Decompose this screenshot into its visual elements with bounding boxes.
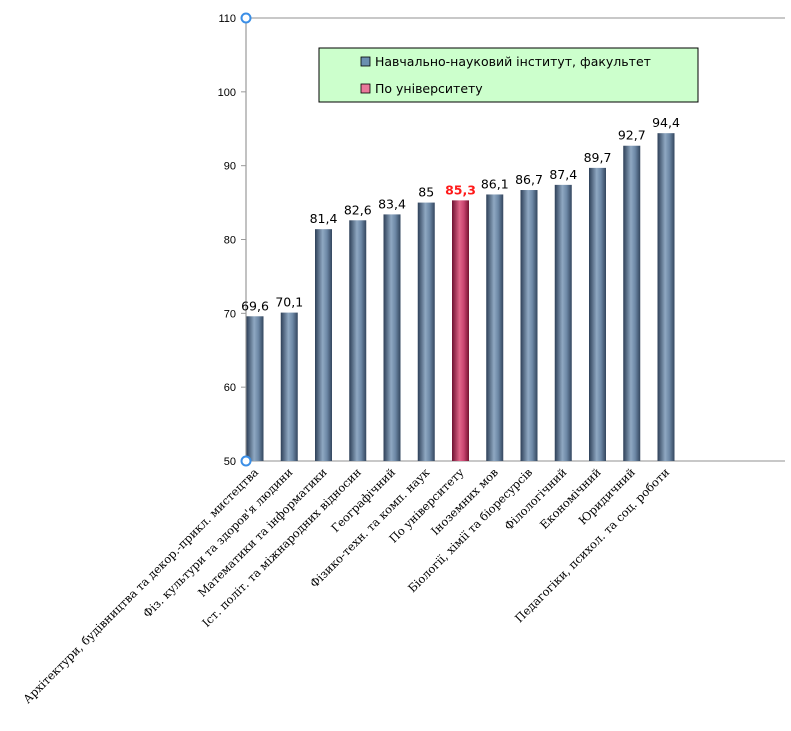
x-tick-label: Архітектури, будівництва та декор.-прикл… xyxy=(20,465,261,706)
bar-university xyxy=(452,200,469,461)
legend-label-university: По університету xyxy=(375,81,483,96)
y-tick-label: 50 xyxy=(224,456,236,468)
legend-box xyxy=(318,47,699,103)
legend: Навчально-науковий інститут, факультет П… xyxy=(318,47,699,103)
category-labels: Архітектури, будівництва та декор.-прикл… xyxy=(20,465,672,706)
bar xyxy=(657,133,675,461)
data-label: 81,4 xyxy=(310,211,338,226)
data-label: 85,3 xyxy=(445,182,476,197)
bar xyxy=(520,190,538,461)
data-label: 82,6 xyxy=(344,202,372,217)
data-label: 92,7 xyxy=(618,128,646,143)
data-label: 70,1 xyxy=(275,295,303,310)
y-tick-label: 70 xyxy=(224,308,236,320)
data-label: 94,4 xyxy=(652,115,680,130)
x-tick-label: Фіз. культури та здоров'я людини xyxy=(140,465,295,620)
y-axis-ticks: 50 60 70 80 90 100 110 xyxy=(218,13,246,468)
axis-bottom-marker[interactable] xyxy=(240,455,252,467)
bar xyxy=(486,194,504,461)
bar xyxy=(280,312,298,461)
data-label: 86,1 xyxy=(481,176,509,191)
y-tick-label: 60 xyxy=(224,382,236,394)
bar xyxy=(315,229,332,461)
bar xyxy=(554,184,572,461)
data-label: 87,4 xyxy=(549,167,577,182)
legend-swatch-university xyxy=(360,83,371,94)
data-label: 83,4 xyxy=(378,196,406,211)
data-label: 69,6 xyxy=(241,298,269,313)
legend-swatch-institute xyxy=(360,56,371,67)
bar xyxy=(246,316,264,461)
y-tick-label: 110 xyxy=(218,13,236,25)
bar xyxy=(349,220,367,461)
y-tick-label: 90 xyxy=(224,161,236,173)
bar xyxy=(383,214,401,461)
data-labels: 69,6 70,1 81,4 82,6 83,4 85 85,3 86,1 86,7 87,4 89… xyxy=(241,115,680,313)
bar xyxy=(417,202,435,462)
legend-label-institute: Навчально-науковий інститут, факультет xyxy=(375,54,651,69)
bar xyxy=(589,167,606,462)
axis-top-marker[interactable] xyxy=(240,12,252,24)
data-label: 89,7 xyxy=(584,150,612,165)
data-label: 86,7 xyxy=(515,172,543,187)
bar xyxy=(623,145,641,461)
y-tick-label: 80 xyxy=(224,235,236,247)
data-label: 85 xyxy=(418,185,434,200)
y-tick-label: 100 xyxy=(218,87,236,99)
bars xyxy=(246,133,675,462)
